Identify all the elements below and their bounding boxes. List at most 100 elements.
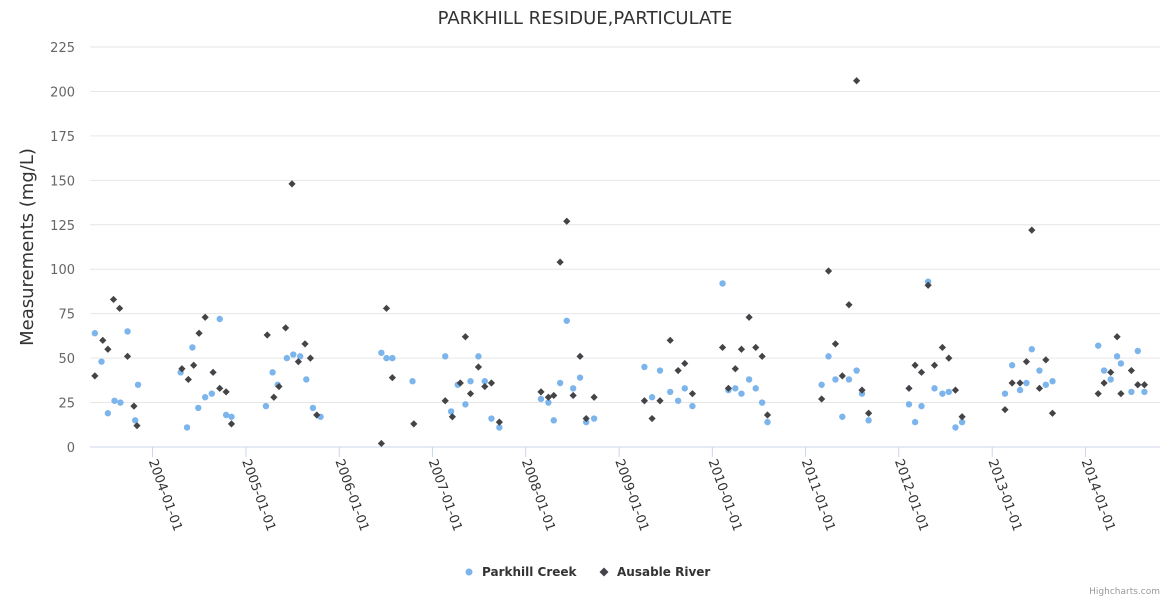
- data-point[interactable]: [91, 330, 99, 337]
- data-point[interactable]: [104, 410, 112, 417]
- data-point[interactable]: [466, 390, 475, 398]
- data-point[interactable]: [845, 301, 853, 309]
- data-point[interactable]: [209, 368, 217, 376]
- data-point[interactable]: [283, 354, 291, 362]
- data-point[interactable]: [487, 379, 496, 387]
- data-point[interactable]: [590, 415, 598, 422]
- data-point[interactable]: [1008, 362, 1016, 369]
- data-point[interactable]: [858, 386, 866, 394]
- data-point[interactable]: [1016, 386, 1024, 394]
- data-point[interactable]: [216, 384, 224, 392]
- data-point[interactable]: [1036, 367, 1043, 374]
- data-point[interactable]: [724, 384, 733, 392]
- data-point[interactable]: [641, 363, 648, 371]
- data-point[interactable]: [952, 424, 959, 431]
- data-point[interactable]: [296, 353, 304, 360]
- data-point[interactable]: [109, 295, 118, 304]
- data-point[interactable]: [124, 328, 131, 335]
- data-point[interactable]: [1100, 367, 1108, 374]
- data-point[interactable]: [905, 401, 913, 408]
- data-point[interactable]: [275, 382, 283, 391]
- data-point[interactable]: [731, 365, 739, 373]
- data-point[interactable]: [838, 372, 846, 380]
- data-point[interactable]: [441, 397, 449, 405]
- data-point[interactable]: [674, 366, 682, 375]
- data-point[interactable]: [409, 378, 416, 385]
- data-point[interactable]: [1042, 356, 1050, 364]
- data-point[interactable]: [288, 180, 296, 188]
- data-point[interactable]: [576, 352, 584, 360]
- data-point[interactable]: [945, 388, 953, 396]
- data-point[interactable]: [104, 345, 112, 353]
- data-point[interactable]: [939, 390, 946, 397]
- data-point[interactable]: [674, 397, 682, 404]
- data-point[interactable]: [667, 388, 674, 396]
- data-point[interactable]: [865, 417, 872, 424]
- data-point[interactable]: [481, 378, 489, 385]
- data-point[interactable]: [681, 385, 688, 392]
- data-point[interactable]: [745, 313, 753, 321]
- data-point[interactable]: [178, 365, 186, 373]
- data-point[interactable]: [282, 324, 290, 332]
- data-point[interactable]: [1141, 388, 1148, 396]
- data-point[interactable]: [1117, 360, 1125, 367]
- data-point[interactable]: [718, 343, 727, 352]
- data-point[interactable]: [1134, 381, 1142, 389]
- data-point[interactable]: [1028, 346, 1036, 353]
- data-point[interactable]: [461, 333, 469, 341]
- data-point[interactable]: [388, 374, 396, 382]
- data-point[interactable]: [222, 388, 230, 396]
- data-point[interactable]: [184, 375, 192, 384]
- data-point[interactable]: [442, 353, 449, 360]
- data-point[interactable]: [1107, 376, 1114, 383]
- data-point[interactable]: [911, 361, 919, 369]
- data-point[interactable]: [294, 358, 302, 366]
- data-point[interactable]: [825, 353, 832, 360]
- data-point[interactable]: [569, 391, 577, 400]
- data-point[interactable]: [263, 331, 271, 339]
- data-point[interactable]: [410, 420, 418, 428]
- data-point[interactable]: [222, 411, 230, 419]
- data-point[interactable]: [227, 420, 236, 428]
- data-point[interactable]: [377, 439, 385, 448]
- data-point[interactable]: [818, 395, 826, 403]
- data-point[interactable]: [569, 385, 577, 392]
- data-point[interactable]: [447, 408, 455, 415]
- data-point[interactable]: [123, 352, 132, 360]
- data-point[interactable]: [853, 77, 861, 85]
- data-point[interactable]: [689, 402, 696, 410]
- data-point[interactable]: [91, 372, 99, 380]
- data-point[interactable]: [853, 367, 860, 374]
- data-point[interactable]: [269, 369, 276, 376]
- data-point[interactable]: [648, 414, 656, 423]
- data-point[interactable]: [656, 397, 664, 405]
- data-point[interactable]: [462, 401, 469, 408]
- data-point[interactable]: [378, 349, 385, 356]
- data-point[interactable]: [270, 393, 278, 401]
- data-point[interactable]: [938, 343, 947, 352]
- data-point[interactable]: [905, 384, 913, 392]
- data-point[interactable]: [313, 411, 321, 419]
- data-point[interactable]: [208, 390, 216, 397]
- data-point[interactable]: [133, 422, 141, 430]
- data-point[interactable]: [382, 304, 391, 312]
- data-point[interactable]: [1100, 379, 1108, 387]
- data-point[interactable]: [190, 361, 198, 369]
- data-point[interactable]: [201, 394, 209, 401]
- data-point[interactable]: [1095, 342, 1102, 349]
- data-point[interactable]: [201, 313, 209, 321]
- data-point[interactable]: [945, 354, 953, 362]
- data-point[interactable]: [865, 409, 873, 417]
- data-point[interactable]: [582, 414, 590, 423]
- data-point[interactable]: [764, 418, 771, 426]
- data-point[interactable]: [195, 329, 203, 337]
- data-point[interactable]: [183, 424, 191, 431]
- data-point[interactable]: [839, 413, 846, 420]
- data-point[interactable]: [1001, 390, 1009, 397]
- data-point[interactable]: [758, 352, 766, 360]
- data-point[interactable]: [545, 399, 552, 406]
- data-point[interactable]: [1016, 379, 1024, 387]
- data-point[interactable]: [475, 353, 482, 360]
- data-point[interactable]: [189, 344, 196, 351]
- data-point[interactable]: [488, 415, 495, 422]
